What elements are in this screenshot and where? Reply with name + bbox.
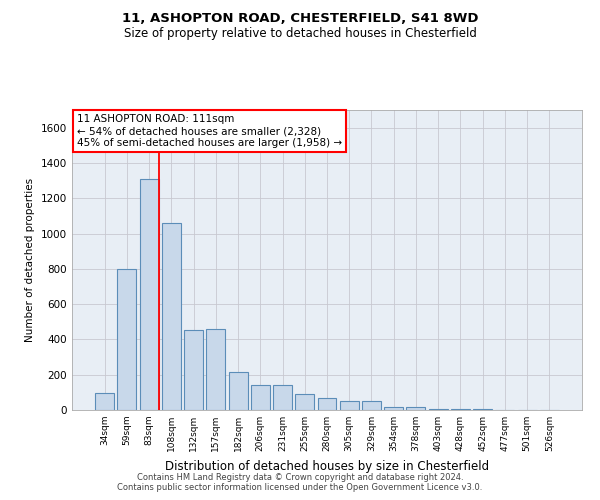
Bar xyxy=(340,401,359,410)
Y-axis label: Number of detached properties: Number of detached properties xyxy=(25,178,35,342)
Bar xyxy=(184,330,203,410)
Bar xyxy=(162,223,181,410)
X-axis label: Distribution of detached houses by size in Chesterfield: Distribution of detached houses by size … xyxy=(165,460,489,472)
Bar xyxy=(273,386,292,410)
Bar xyxy=(384,408,403,410)
Bar xyxy=(206,329,225,410)
Bar xyxy=(95,393,114,410)
Bar xyxy=(295,394,314,410)
Bar xyxy=(317,398,337,410)
Text: Contains public sector information licensed under the Open Government Licence v3: Contains public sector information licen… xyxy=(118,484,482,492)
Bar xyxy=(406,408,425,410)
Text: Contains HM Land Registry data © Crown copyright and database right 2024.: Contains HM Land Registry data © Crown c… xyxy=(137,474,463,482)
Bar xyxy=(429,409,448,410)
Bar xyxy=(362,401,381,410)
Text: Size of property relative to detached houses in Chesterfield: Size of property relative to detached ho… xyxy=(124,28,476,40)
Text: 11 ASHOPTON ROAD: 111sqm
← 54% of detached houses are smaller (2,328)
45% of sem: 11 ASHOPTON ROAD: 111sqm ← 54% of detach… xyxy=(77,114,342,148)
Text: 11, ASHOPTON ROAD, CHESTERFIELD, S41 8WD: 11, ASHOPTON ROAD, CHESTERFIELD, S41 8WD xyxy=(122,12,478,26)
Bar xyxy=(229,372,248,410)
Bar xyxy=(451,409,470,410)
Bar xyxy=(118,269,136,410)
Bar xyxy=(140,179,158,410)
Bar xyxy=(251,386,270,410)
